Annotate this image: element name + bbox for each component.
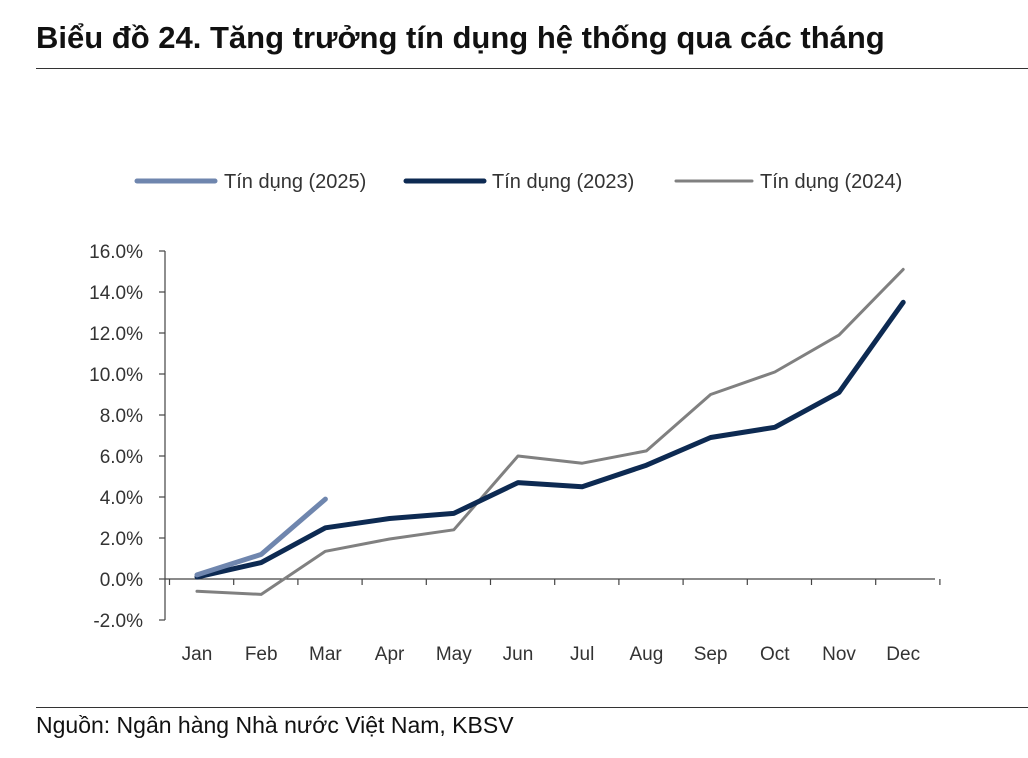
x-tick-label: Oct	[760, 644, 790, 665]
legend-label: Tín dụng (2025)	[224, 171, 366, 193]
y-tick-label: 0.0%	[100, 570, 143, 591]
chart-source: Nguồn: Ngân hàng Nhà nước Việt Nam, KBSV	[36, 712, 514, 738]
x-tick-label: Jul	[570, 644, 594, 665]
y-tick-label: 4.0%	[100, 488, 143, 509]
series-line-2023	[194, 299, 906, 580]
x-tick-label: May	[436, 644, 472, 665]
x-tick-label: Jan	[182, 644, 213, 665]
x-tick-label: Feb	[245, 644, 278, 665]
x-tick-label: Sep	[694, 644, 728, 665]
y-tick-label: 6.0%	[100, 447, 143, 468]
y-tick-label: 2.0%	[100, 529, 143, 550]
y-tick-label: 16.0%	[89, 242, 143, 263]
chart-series	[194, 267, 906, 596]
y-tick-label: 10.0%	[89, 365, 143, 386]
series-line-2024	[195, 267, 905, 596]
y-tick-label: -2.0%	[93, 611, 143, 632]
y-tick-label: 14.0%	[89, 283, 143, 304]
x-tick-label: Jun	[503, 644, 534, 665]
x-tick-label: Nov	[822, 644, 856, 665]
page-title: Biểu đồ 24. Tăng trưởng tín dụng hệ thốn…	[36, 20, 885, 55]
credit-growth-chart: Tín dụng (2025) Tín dụng (2023) Tín dụng (…	[89, 171, 941, 665]
x-tick-label: Apr	[375, 644, 405, 665]
x-tick-label: Aug	[629, 644, 663, 665]
x-tick-label: Mar	[309, 644, 342, 665]
y-tick-label: 8.0%	[100, 406, 143, 427]
x-tick-label: Dec	[886, 644, 920, 665]
source-divider	[36, 707, 1028, 708]
y-axis: -2.0% 0.0% 2.0% 4.0% 6.0% 8.0% 10.0% 12.0% 14.0%…	[89, 242, 166, 632]
y-tick-label: 12.0%	[89, 324, 143, 345]
legend-label: Tín dụng (2023)	[492, 171, 634, 193]
legend-label: Tín dụng (2024)	[760, 171, 902, 193]
x-axis: Jan Feb Mar Apr May Jun Jul Aug Sep Oct Nov Dec	[165, 578, 941, 665]
series-line-2025	[194, 496, 328, 578]
title-divider	[36, 68, 1028, 69]
chart-legend: Tín dụng (2025) Tín dụng (2023) Tín dụng (…	[134, 171, 902, 193]
